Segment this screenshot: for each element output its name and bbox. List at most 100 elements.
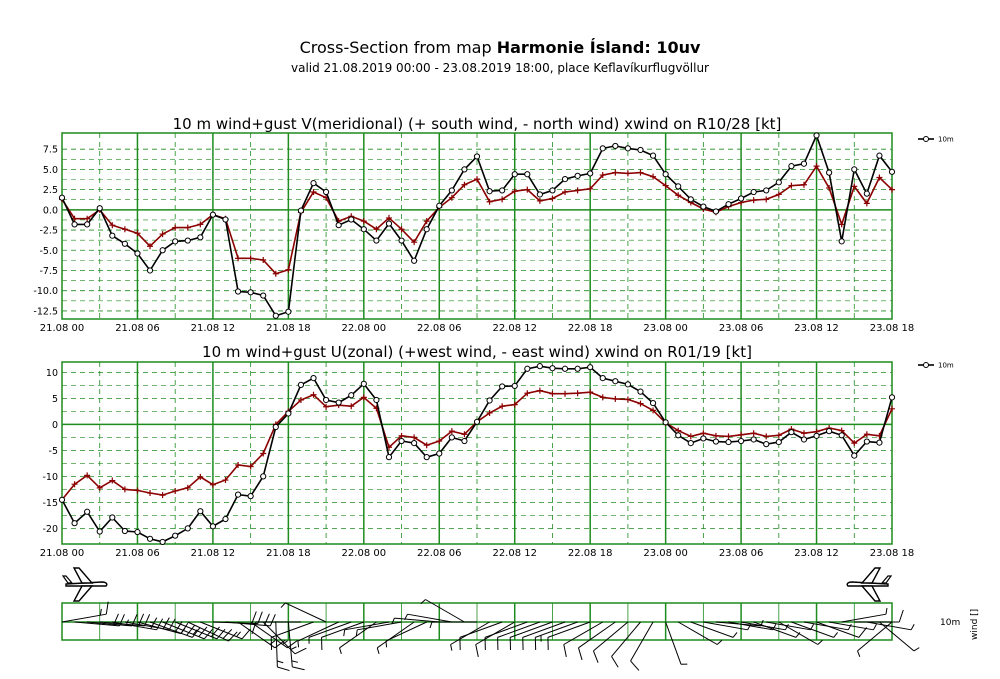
- barb-staff: [703, 621, 748, 631]
- barb-feather: [355, 629, 358, 637]
- data-point-10m: [436, 450, 443, 457]
- data-point-gust: [159, 231, 166, 238]
- main-title: Cross-Section from map Harmonie Ísland: …: [0, 38, 1000, 57]
- y-tick-label: 0.0: [43, 205, 58, 216]
- airplane-tail: [61, 575, 74, 584]
- barb-feather: [277, 660, 284, 664]
- data-point-gust: [272, 270, 279, 277]
- data-point-10m: [448, 434, 455, 441]
- data-point-gust: [373, 226, 380, 233]
- data-point-gust: [310, 189, 317, 196]
- data-point-gust: [411, 434, 418, 441]
- data-point-10m: [109, 232, 116, 239]
- wind-barb: [404, 613, 452, 623]
- wind-barb: [262, 621, 307, 655]
- barb-staff: [237, 621, 276, 649]
- data-point-10m: [134, 250, 141, 257]
- data-point-10m: [335, 399, 342, 406]
- barb-staff: [308, 621, 352, 638]
- data-point-gust: [574, 390, 581, 397]
- data-point-10m: [561, 175, 569, 183]
- data-point-10m: [222, 216, 229, 223]
- barb-staff: [766, 621, 811, 631]
- y-tick-label: 5.0: [43, 165, 58, 176]
- data-point-gust: [838, 221, 845, 228]
- data-point-gust: [436, 438, 443, 445]
- barb-feather: [228, 631, 238, 642]
- x-tick-label: 23.08 00: [643, 548, 688, 559]
- data-point-10m: [461, 166, 468, 173]
- data-point-10m: [247, 289, 254, 296]
- data-point-10m: [310, 180, 317, 187]
- data-point-gust: [448, 194, 455, 201]
- data-point-10m: [649, 152, 657, 159]
- wind-barb: [149, 621, 201, 638]
- data-point-gust: [562, 189, 569, 196]
- data-point-10m: [322, 188, 330, 196]
- x-tick-label: 21.08 12: [191, 323, 236, 334]
- data-point-10m: [197, 234, 204, 241]
- barb-axis-label: wind []: [970, 609, 980, 640]
- data-point-gust: [398, 226, 405, 233]
- barb-staff: [547, 621, 591, 638]
- barb-staff: [321, 621, 364, 638]
- panel-title: 10 m wind+gust V(meridional) (+ south wi…: [173, 115, 782, 133]
- data-point-gust: [499, 403, 506, 410]
- barb-feather: [287, 639, 298, 649]
- wind-barb: [385, 621, 427, 648]
- data-point-10m: [411, 440, 418, 447]
- barb-feather: [222, 628, 233, 639]
- data-point-10m: [499, 383, 506, 390]
- data-point-10m: [511, 382, 518, 390]
- data-point-gust: [474, 176, 480, 183]
- barb-feather: [203, 628, 213, 640]
- barb-feather: [376, 647, 380, 655]
- x-tick-label: 23.08 06: [719, 548, 764, 559]
- airplane-wing: [72, 567, 94, 584]
- airplane-fuselage: [65, 581, 108, 587]
- legend-marker: [923, 362, 929, 368]
- data-point-gust: [725, 433, 732, 440]
- x-tick-label: 22.08 12: [492, 548, 537, 559]
- barb-staff: [509, 621, 553, 638]
- barb-feather: [563, 644, 567, 657]
- data-point-10m: [813, 432, 820, 439]
- data-point-10m: [436, 202, 443, 209]
- x-tick-label: 22.08 00: [342, 548, 387, 559]
- data-point-gust: [587, 185, 594, 192]
- data-point-gust: [310, 391, 317, 398]
- data-point-10m: [662, 171, 669, 178]
- barb-feather: [885, 607, 888, 615]
- barb-staff: [275, 621, 278, 667]
- barb-feather: [872, 624, 877, 631]
- data-point-10m: [172, 238, 179, 245]
- data-point-gust: [222, 477, 229, 484]
- wind-barb: [459, 621, 503, 651]
- y-tick-label: -20: [42, 524, 58, 535]
- data-point-gust: [461, 181, 468, 188]
- wind-barb-strip: [61, 599, 920, 672]
- barb-feather: [174, 621, 183, 633]
- barb-staff: [187, 621, 229, 642]
- wind-barb: [665, 621, 688, 665]
- data-point-gust: [637, 400, 644, 407]
- main-title-bold: Harmonie Ísland: 10uv: [496, 38, 701, 57]
- barb-staff: [174, 621, 218, 640]
- barb-staff: [149, 621, 193, 638]
- data-point-10m: [587, 364, 594, 371]
- data-point-gust: [109, 477, 116, 484]
- data-point-10m: [876, 152, 883, 159]
- barb-staff: [225, 621, 271, 627]
- data-point-gust: [511, 188, 518, 195]
- main-title-prefix: Cross-Section from map: [299, 38, 497, 57]
- data-point-gust: [587, 389, 594, 396]
- data-point-10m: [209, 523, 217, 530]
- barb-staff: [535, 621, 578, 638]
- barb-feather: [450, 644, 453, 651]
- data-point-gust: [650, 407, 657, 414]
- data-point-gust: [147, 243, 154, 250]
- barb-staff: [285, 602, 327, 623]
- wind-barb: [522, 621, 566, 651]
- y-tick-label: -7.5: [39, 266, 58, 277]
- data-point-10m: [411, 257, 418, 264]
